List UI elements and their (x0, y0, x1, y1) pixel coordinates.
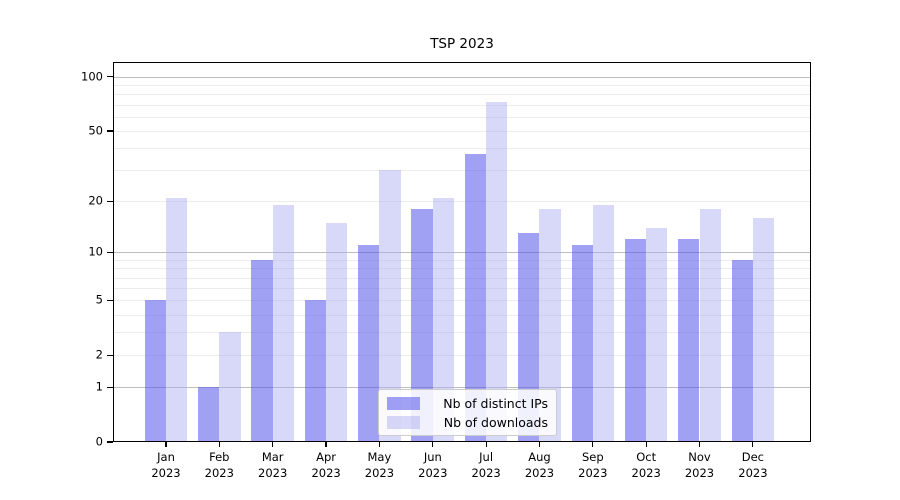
x-tick-mark-sep (592, 442, 594, 447)
bar-downloads-feb (219, 332, 241, 442)
x-tick-label-mar: Mar 2023 (258, 450, 288, 480)
y-tick-label-50: 50 (88, 123, 103, 138)
bar-ips-jul (464, 154, 487, 442)
gridline-minor-5 (113, 300, 811, 302)
bar-ips-mar (251, 259, 273, 442)
x-tick-mark-aug (538, 442, 541, 447)
gridline-minor-3 (113, 332, 811, 334)
bar-downloads-aug (539, 209, 561, 442)
x-tick-label-jul: Jul 2023 (471, 450, 501, 480)
gridline-major-100 (113, 76, 811, 78)
y-tick-label-5: 5 (95, 292, 103, 307)
x-tick-label-apr: Apr 2023 (311, 450, 341, 480)
x-tick-mark-jul (485, 442, 487, 447)
y-tick-mark-20 (107, 200, 113, 202)
gridline-minor-8 (113, 268, 811, 270)
chart-title: TSP 2023 (430, 36, 494, 52)
bar-ips-jan (144, 300, 166, 442)
y-tick-label-1: 1 (95, 379, 103, 394)
x-tick-mark-jan (165, 442, 167, 447)
x-tick-mark-dec (752, 442, 754, 447)
y-tick-mark-1 (107, 386, 113, 388)
bar-ips-sep (571, 245, 593, 442)
x-tick-mark-nov (698, 442, 701, 447)
gridline-minor-9 (113, 259, 811, 261)
bar-downloads-dec (752, 217, 775, 442)
legend-item-distinct-ips: Nb of distinct IPs (387, 396, 548, 411)
bar-ips-oct (624, 239, 647, 442)
bar-downloads-sep (592, 205, 615, 442)
x-tick-mark-may (378, 442, 380, 447)
bar-downloads-jul (486, 101, 508, 442)
y-tick-mark-10 (107, 251, 113, 253)
plot-area (113, 62, 811, 442)
y-tick-mark-5 (107, 299, 113, 301)
y-tick-mark-50 (107, 130, 113, 132)
y-tick-label-100: 100 (81, 69, 103, 84)
bar-ips-nov (678, 239, 700, 442)
gridline-major-10 (113, 252, 811, 254)
x-tick-label-nov: Nov 2023 (684, 450, 715, 480)
gridline-minor-50 (113, 131, 811, 132)
x-tick-label-jun: Jun 2023 (418, 450, 448, 480)
bar-downloads-oct (646, 227, 668, 442)
bar-downloads-mar (272, 205, 294, 442)
gridline-minor-20 (113, 201, 811, 203)
x-tick-label-dec: Dec 2023 (738, 450, 768, 480)
legend-item-downloads: Nb of downloads (387, 415, 548, 430)
x-tick-mark-oct (645, 442, 647, 447)
legend-label-distinct-ips: Nb of distinct IPs (443, 395, 548, 411)
y-tick-label-10: 10 (88, 244, 103, 259)
x-tick-label-may: May 2023 (364, 450, 395, 480)
bar-downloads-nov (699, 209, 721, 442)
gridline-minor-60 (113, 116, 811, 118)
x-tick-label-sep: Sep 2023 (578, 450, 608, 480)
bar-downloads-apr (326, 222, 348, 442)
bar-ips-apr (304, 300, 327, 442)
y-tick-mark-0 (107, 441, 113, 443)
bar-ips-jun (411, 209, 433, 442)
legend: Nb of distinct IPs Nb of downloads (378, 389, 557, 436)
y-tick-label-20: 20 (88, 193, 103, 208)
x-tick-mark-feb (218, 442, 220, 447)
x-tick-label-oct: Oct 2023 (631, 450, 661, 480)
legend-label-downloads: Nb of downloads (443, 414, 548, 430)
gridline-minor-2 (113, 355, 811, 357)
gridline-minor-4 (113, 314, 811, 316)
bar-downloads-jun (432, 197, 455, 442)
gridline-minor-40 (113, 148, 811, 150)
gridline-major-1 (113, 387, 811, 389)
y-tick-label-2: 2 (95, 347, 103, 362)
bar-ips-may (358, 245, 380, 442)
y-tick-mark-2 (107, 354, 113, 356)
x-tick-label-aug: Aug 2023 (524, 450, 555, 480)
gridline-minor-7 (113, 277, 811, 279)
gridline-minor-80 (113, 94, 811, 96)
x-tick-mark-apr (325, 442, 327, 447)
gridline-minor-6 (113, 288, 811, 290)
y-tick-label-0: 0 (95, 434, 103, 449)
legend-swatch-downloads (387, 415, 420, 429)
legend-swatch-distinct-ips (387, 396, 420, 410)
bar-downloads-jan (166, 197, 188, 442)
x-tick-mark-mar (272, 442, 274, 447)
x-tick-mark-jun (432, 442, 434, 447)
y-tick-mark-100 (107, 76, 113, 78)
gridline-minor-30 (113, 170, 811, 172)
bar-downloads-may (379, 170, 401, 442)
x-tick-label-feb: Feb 2023 (204, 450, 234, 480)
bar-ips-dec (731, 259, 753, 442)
gridline-minor-90 (113, 85, 811, 87)
x-tick-label-jan: Jan 2023 (151, 450, 181, 480)
gridline-minor-70 (113, 104, 811, 106)
bar-ips-feb (198, 387, 220, 442)
